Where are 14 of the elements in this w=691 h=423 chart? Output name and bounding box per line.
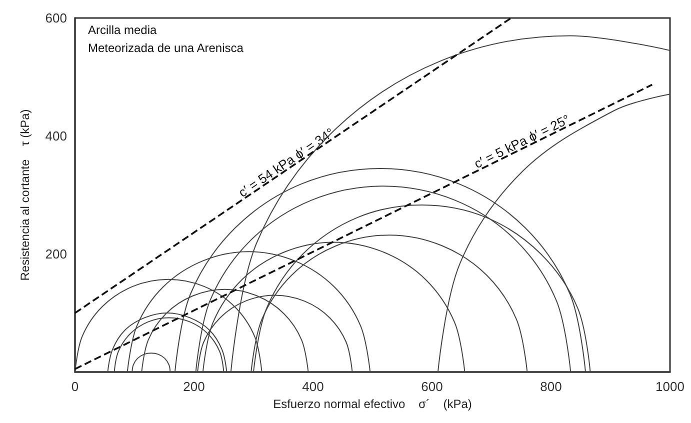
x-tick-label: 0 xyxy=(71,379,79,394)
x-tick-label: 800 xyxy=(540,379,562,394)
x-tick-label: 200 xyxy=(183,379,205,394)
x-tick-label: 400 xyxy=(302,379,324,394)
x-tick-label: 600 xyxy=(421,379,443,394)
x-axis-title: Esfuerzo normal efectivo σ´ (kPa) xyxy=(273,397,472,411)
y-axis-title: Resistencia al cortante τ (kPa) xyxy=(18,109,32,281)
y-tick-label: 200 xyxy=(45,246,67,262)
annotation: c′ = 5 kPa ϕ′ = 25° xyxy=(472,112,572,172)
y-tick-label: 400 xyxy=(45,128,67,144)
x-tick-label: 1000 xyxy=(656,379,684,394)
y-tick-label: 600 xyxy=(45,10,67,26)
annotation: Arcilla media xyxy=(88,23,158,37)
annotation: Meteorizada de una Arenisca xyxy=(88,41,244,55)
